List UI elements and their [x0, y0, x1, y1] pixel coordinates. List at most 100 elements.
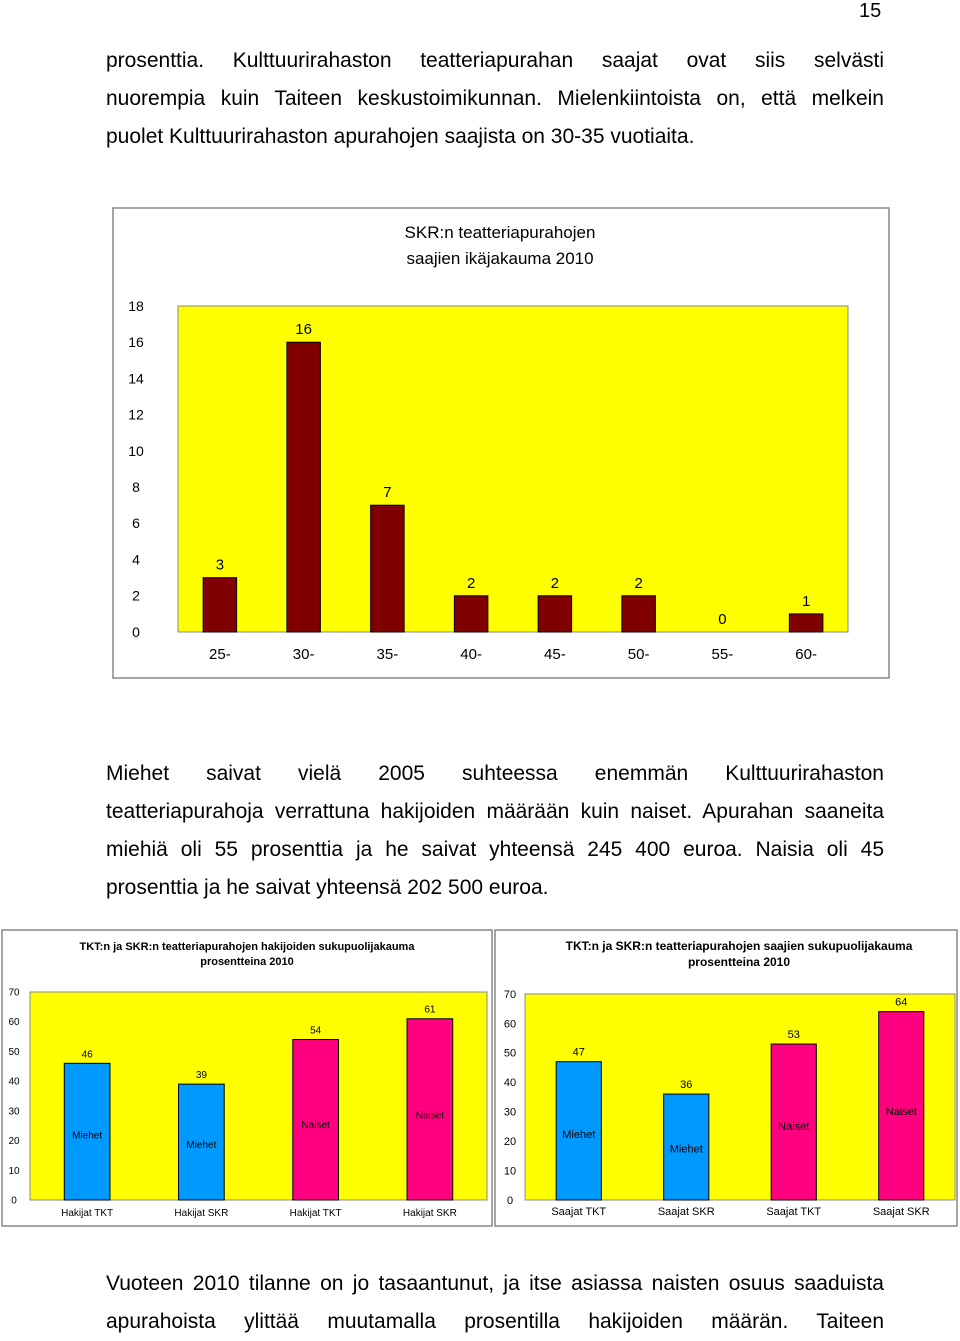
x-tick-label: 60- — [795, 646, 817, 663]
paragraph-line: prosenttia. Kulttuurirahaston teatteriap… — [106, 49, 884, 72]
paragraph-2: Miehet saivat vielä 2005 suhteessa enemm… — [106, 755, 884, 907]
bar — [178, 1083, 225, 1201]
paragraph-line: Vuoteen 2010 tilanne on jo tasaantunut, … — [106, 1272, 884, 1295]
x-tick-label: 55- — [712, 646, 734, 663]
paragraph-3: Vuoteen 2010 tilanne on jo tasaantunut, … — [106, 1265, 884, 1341]
y-tick-label: 60 — [8, 1017, 20, 1028]
x-tick-label: 35- — [377, 646, 399, 663]
chart-title: SKR:n teatteriapurahojen — [405, 223, 596, 242]
chart-title: TKT:n ja SKR:n teatteriapurahojen hakijo… — [80, 941, 416, 953]
bar-series-label: Miehet — [72, 1130, 102, 1141]
bar — [537, 595, 573, 633]
x-tick-label: Saajat SKR — [873, 1206, 930, 1218]
data-label: 64 — [895, 997, 907, 1009]
data-label: 54 — [310, 1026, 322, 1037]
data-label: 2 — [551, 575, 559, 592]
data-label: 3 — [216, 557, 224, 574]
paragraph-line: apurahoista ylittää muutamalla prosentil… — [106, 1310, 884, 1333]
y-tick-label: 16 — [128, 334, 144, 350]
data-label: 16 — [295, 321, 312, 338]
data-label: 36 — [680, 1079, 692, 1091]
y-tick-label: 20 — [504, 1136, 516, 1148]
bar — [292, 1039, 339, 1201]
y-tick-label: 20 — [8, 1136, 20, 1147]
data-label: 7 — [383, 484, 391, 501]
y-tick-label: 4 — [132, 551, 140, 567]
y-tick-label: 70 — [8, 988, 20, 999]
y-tick-label: 18 — [128, 298, 144, 314]
y-tick-label: 6 — [132, 515, 140, 531]
y-tick-label: 40 — [504, 1077, 516, 1089]
bar-series-label: Naiset — [301, 1120, 330, 1131]
y-tick-label: 30 — [504, 1107, 516, 1119]
bar-series-label: Naiset — [886, 1106, 917, 1118]
y-tick-label: 10 — [504, 1165, 516, 1177]
x-tick-label: 25- — [209, 646, 231, 663]
chart-title: TKT:n ja SKR:n teatteriapurahojen saajie… — [566, 939, 913, 953]
x-tick-label: Hakijat TKT — [61, 1208, 113, 1219]
paragraph-line: nuorempia kuin Taiteen keskustoimikunnan… — [106, 87, 884, 110]
y-tick-label: 12 — [128, 407, 144, 423]
y-tick-label: 60 — [504, 1018, 516, 1030]
paragraph-line: puolet Kulttuurirahaston apurahojen saaj… — [106, 125, 695, 148]
y-tick-label: 2 — [132, 588, 140, 604]
paragraph-line: miehiä oli 55 prosenttia ja he saivat yh… — [106, 838, 884, 861]
data-label: 0 — [718, 611, 726, 628]
data-label: 1 — [802, 593, 810, 610]
page-number: 15 — [859, 0, 882, 22]
y-tick-label: 50 — [8, 1047, 20, 1058]
data-label: 2 — [634, 575, 642, 592]
paragraph-line: teatteriapurahoja verrattuna hakijoiden … — [106, 800, 884, 823]
paragraph-1: prosenttia. Kulttuurirahaston teatteriap… — [106, 42, 884, 156]
paragraph-line: prosenttia ja he saivat yhteensä 202 500… — [106, 876, 549, 899]
y-tick-label: 70 — [504, 989, 516, 1001]
chart-title: prosentteina 2010 — [200, 956, 294, 968]
bar-series-label: Naiset — [778, 1121, 809, 1133]
y-tick-label: 50 — [504, 1048, 516, 1060]
bar — [453, 595, 489, 633]
x-tick-label: Hakijat SKR — [403, 1208, 457, 1219]
y-tick-label: 8 — [132, 479, 140, 495]
chart-title: saajien ikäjakauma 2010 — [406, 249, 593, 268]
bar-series-label: Miehet — [562, 1129, 595, 1141]
bar — [788, 613, 824, 633]
y-tick-label: 0 — [11, 1196, 17, 1207]
paragraph-line: Miehet saivat vielä 2005 suhteessa enemm… — [106, 762, 884, 785]
y-tick-label: 0 — [507, 1195, 513, 1207]
x-tick-label: 30- — [293, 646, 315, 663]
data-label: 2 — [467, 575, 475, 592]
bar-series-label: Miehet — [186, 1140, 216, 1151]
bar — [370, 504, 405, 633]
x-tick-label: Saajat TKT — [766, 1206, 821, 1218]
bar — [286, 341, 321, 633]
x-tick-label: 45- — [544, 646, 566, 663]
y-tick-label: 10 — [8, 1166, 20, 1177]
bar-series-label: Naiset — [416, 1110, 445, 1121]
plot-area — [177, 305, 849, 633]
x-tick-label: Hakijat TKT — [290, 1208, 342, 1219]
bar — [621, 595, 656, 633]
x-tick-label: 40- — [460, 646, 482, 663]
y-tick-label: 40 — [8, 1077, 20, 1088]
data-label: 61 — [424, 1005, 436, 1016]
bar — [202, 577, 238, 633]
data-label: 39 — [196, 1070, 208, 1081]
bar — [878, 1011, 925, 1201]
data-label: 46 — [82, 1049, 94, 1060]
x-tick-label: Saajat TKT — [551, 1206, 606, 1218]
x-tick-label: Saajat SKR — [658, 1206, 715, 1218]
x-tick-label: Hakijat SKR — [174, 1208, 228, 1219]
bar — [555, 1061, 602, 1201]
data-label: 53 — [788, 1029, 800, 1041]
bar — [63, 1062, 111, 1201]
x-tick-label: 50- — [628, 646, 650, 663]
chart-title: prosentteina 2010 — [688, 955, 790, 969]
y-tick-label: 30 — [8, 1106, 20, 1117]
data-label: 47 — [573, 1047, 585, 1059]
bar — [406, 1018, 454, 1201]
y-tick-label: 10 — [128, 443, 144, 459]
bar — [770, 1043, 817, 1201]
bar-series-label: Miehet — [670, 1143, 703, 1155]
y-tick-label: 14 — [128, 370, 144, 386]
